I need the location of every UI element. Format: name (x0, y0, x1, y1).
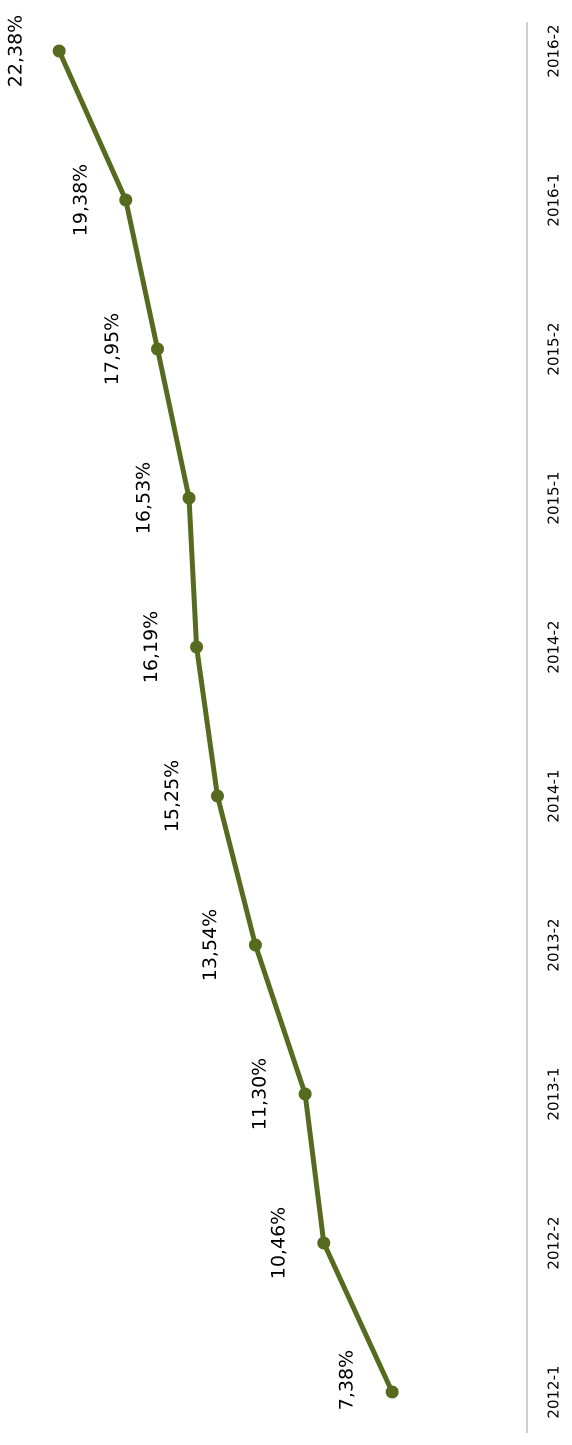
data-label: 16,19% (140, 611, 162, 683)
data-point (182, 491, 196, 505)
data-label: 15,25% (161, 760, 183, 832)
data-point (298, 1087, 312, 1101)
data-point (52, 44, 66, 58)
category-tick-label: 2016-1 (545, 173, 563, 226)
category-tick-label: 2012-1 (545, 1365, 563, 1418)
data-point (385, 1385, 399, 1399)
data-point (210, 789, 224, 803)
category-tick-labels: 2012-1 2012-2 2013-1 2013-2 2014-1 2014-2 2015… (545, 24, 563, 1418)
data-point (151, 342, 165, 356)
data-label: 11,30% (249, 1058, 271, 1130)
category-tick-label: 2014-1 (545, 769, 563, 822)
category-tick-label: 2012-2 (545, 1216, 563, 1269)
data-label: 17,95% (101, 313, 123, 385)
data-point (119, 193, 133, 207)
category-tick-label: 2016-2 (545, 24, 563, 77)
data-point (248, 938, 262, 952)
category-tick-label: 2015-2 (545, 322, 563, 375)
category-tick-label: 2015-1 (545, 471, 563, 524)
series-points (52, 44, 399, 1399)
data-label: 19,38% (69, 164, 91, 236)
category-tick-label: 2013-2 (545, 918, 563, 971)
series-line (56, 48, 395, 1395)
data-point (317, 1236, 331, 1250)
data-point (190, 640, 204, 654)
data-label: 22,38% (5, 15, 27, 87)
data-label: 7,38% (336, 1350, 358, 1410)
data-label: 10,46% (267, 1207, 289, 1279)
category-tick-label: 2013-1 (545, 1067, 563, 1120)
category-tick-label: 2014-2 (545, 620, 563, 673)
data-labels: 7,38% 10,46% 11,30% 13,54% 15,25% 16,19% 16,53… (5, 15, 358, 1410)
data-label: 13,54% (199, 909, 221, 981)
data-label: 16,53% (133, 462, 155, 534)
